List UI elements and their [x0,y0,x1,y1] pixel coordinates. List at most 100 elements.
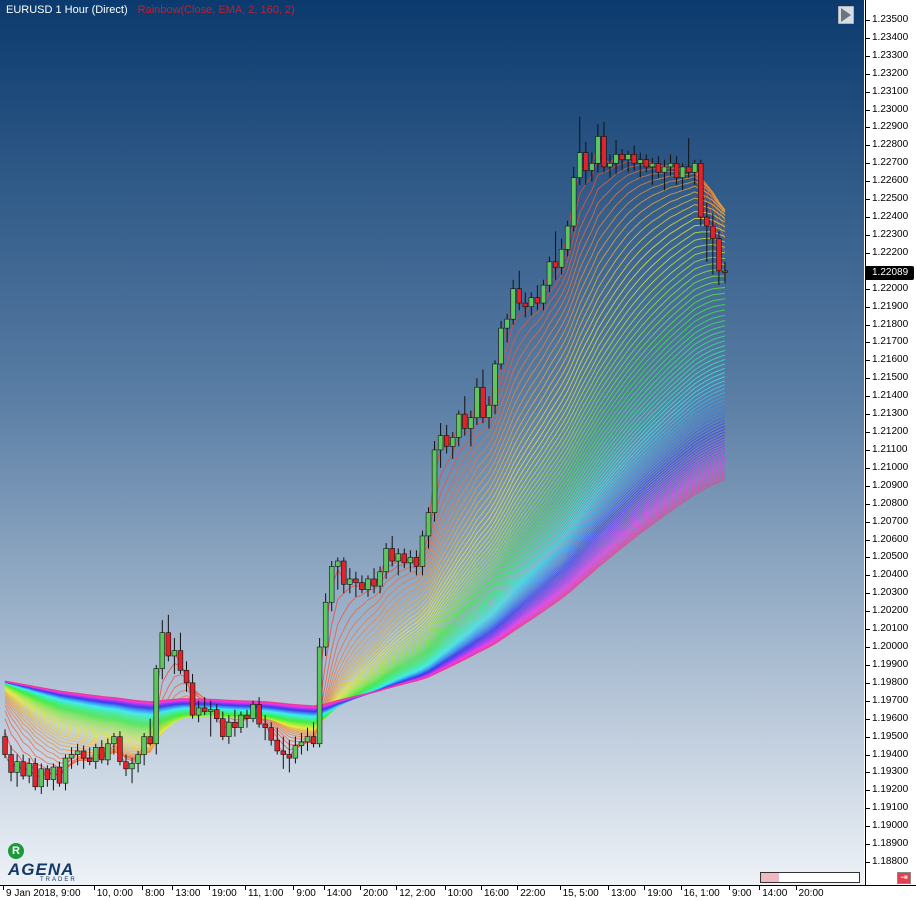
candle-body-down [516,288,522,304]
time-tick-label: 16, 1:00 [683,888,720,899]
price-tick-label: 1.19600 [872,712,909,724]
indicator-label[interactable]: Rainbow(Close, EMA, 2, 160, 2) [137,4,295,16]
price-tick [866,145,870,147]
candle [583,141,589,185]
candle [631,145,637,171]
candle [407,550,414,572]
candle-body-down [341,560,347,585]
candle-body-down [552,261,559,268]
candle [14,754,20,787]
scroll-end-icon[interactable]: ⇥ [897,872,911,884]
candle [401,548,407,569]
time-tick-label: 10:00 [447,888,473,899]
candle-body-down [371,578,377,587]
candle-body-up [298,741,305,746]
chart-scrollbar[interactable] [760,872,860,883]
price-tick [866,611,870,613]
play-icon[interactable] [838,6,854,24]
price-tick [866,342,870,344]
candle [595,123,601,173]
price-tick [866,503,870,505]
candle-body-down [710,225,716,239]
ema-line [4,263,725,735]
candle-body-down [232,721,238,728]
price-chart[interactable] [0,0,864,885]
price-tick-label: 1.23400 [872,31,909,43]
time-axis[interactable]: 9 Jan 2018, 9:00 10, 0:00 8:00 13:00 19:00 11… [0,885,916,901]
price-tick [866,91,870,93]
candle [226,715,232,744]
candle [2,729,8,759]
candle-body-up [316,646,323,745]
chart-header: EURUSD 1 Hour (Direct) Rainbow(Close, EMA… [6,4,295,16]
candles [2,116,728,794]
candle [208,700,214,737]
candle [383,543,389,579]
candle [577,116,583,185]
price-tick-label: 1.20300 [872,587,909,599]
candle [462,396,468,436]
candle-body-down [8,754,14,773]
candle [661,159,668,191]
candle-body-down [32,763,38,788]
time-tick-label: 13:00 [611,888,637,899]
price-tick-label: 1.19800 [872,676,909,688]
candle-body-up [570,177,577,227]
ema-line [4,478,726,707]
time-tick [680,886,682,890]
candle-body-up [74,750,81,755]
candle [510,279,516,325]
logo-name: AGENA [8,860,75,879]
candle [171,638,178,674]
candle-body-up [679,166,686,178]
candle-body-up [141,736,147,755]
candle-body-up [347,578,353,585]
price-tick [866,790,870,792]
time-tick-label: 20:00 [798,888,824,899]
scrollbar-thumb[interactable] [761,873,779,882]
price-tick [866,485,870,487]
ema-line [4,224,726,743]
candle-body-down [165,632,172,657]
price-tick [866,37,870,39]
candle-body-up [395,553,401,562]
candle-body-up [226,721,232,737]
candle-body-up [292,745,299,759]
price-tick [866,826,870,828]
candle [165,614,172,662]
price-tick-label: 1.22800 [872,139,909,151]
candle [141,733,147,766]
candle-body-up [208,709,214,712]
ema-line [4,172,726,757]
ema-line [4,309,725,726]
price-tick-label: 1.20600 [872,533,909,545]
price-tick-label: 1.19300 [872,766,909,778]
candle [691,159,698,185]
candle-body-up [62,757,69,784]
price-tick-label: 1.22600 [872,175,909,187]
candle [625,150,631,173]
candle-body-up [365,578,371,590]
price-tick-label: 1.21800 [872,318,909,330]
candle [413,550,420,576]
price-tick-label: 1.23500 [872,14,909,25]
ema-line [4,256,725,736]
price-tick-label: 1.23300 [872,49,909,61]
candle [649,157,656,185]
ema-line [4,175,726,756]
candle [244,709,250,728]
time-tick [323,886,325,890]
ema-line [4,298,725,728]
price-tick-label: 1.23200 [872,67,909,79]
candle-body-down [286,754,293,759]
price-tick [866,539,870,541]
candle [147,718,153,746]
candle [256,697,262,728]
price-tick [866,647,870,649]
candle [552,231,559,280]
price-tick [866,127,870,129]
ema-line [4,180,726,754]
price-axis[interactable]: 1.23500 1.23400 1.23300 1.23200 1.23100 1.230… [865,0,916,885]
candle [673,156,680,185]
price-tick [866,396,870,398]
